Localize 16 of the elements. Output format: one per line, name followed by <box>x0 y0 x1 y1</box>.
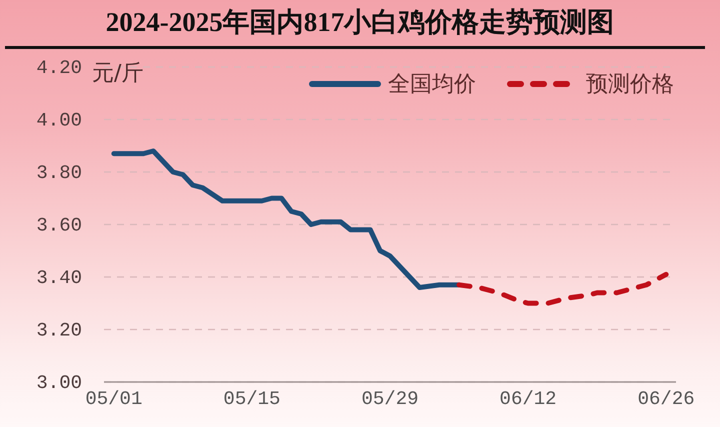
y-tick-label: 4.20 <box>36 57 82 79</box>
x-tick-label: 06/12 <box>500 388 557 410</box>
x-tick-label: 05/15 <box>223 388 280 410</box>
y-tick-label: 3.00 <box>36 372 82 394</box>
legend-label: 全国均价 <box>388 71 476 99</box>
chart-title: 2024-2025年国内817小白鸡价格走势预测图 <box>104 6 616 39</box>
y-tick-label: 3.80 <box>36 162 82 184</box>
y-axis-title: 元/斤 <box>92 60 144 88</box>
x-tick-label: 05/29 <box>361 388 419 410</box>
y-tick-label: 3.20 <box>36 320 82 342</box>
y-tick-label: 4.00 <box>36 110 82 132</box>
y-tick-label: 3.60 <box>36 214 82 236</box>
y-tick-label: 3.40 <box>36 267 82 289</box>
x-tick-label: 06/26 <box>638 388 695 410</box>
x-tick-label: 05/01 <box>85 388 142 410</box>
legend-label: 预测价格 <box>586 71 674 99</box>
